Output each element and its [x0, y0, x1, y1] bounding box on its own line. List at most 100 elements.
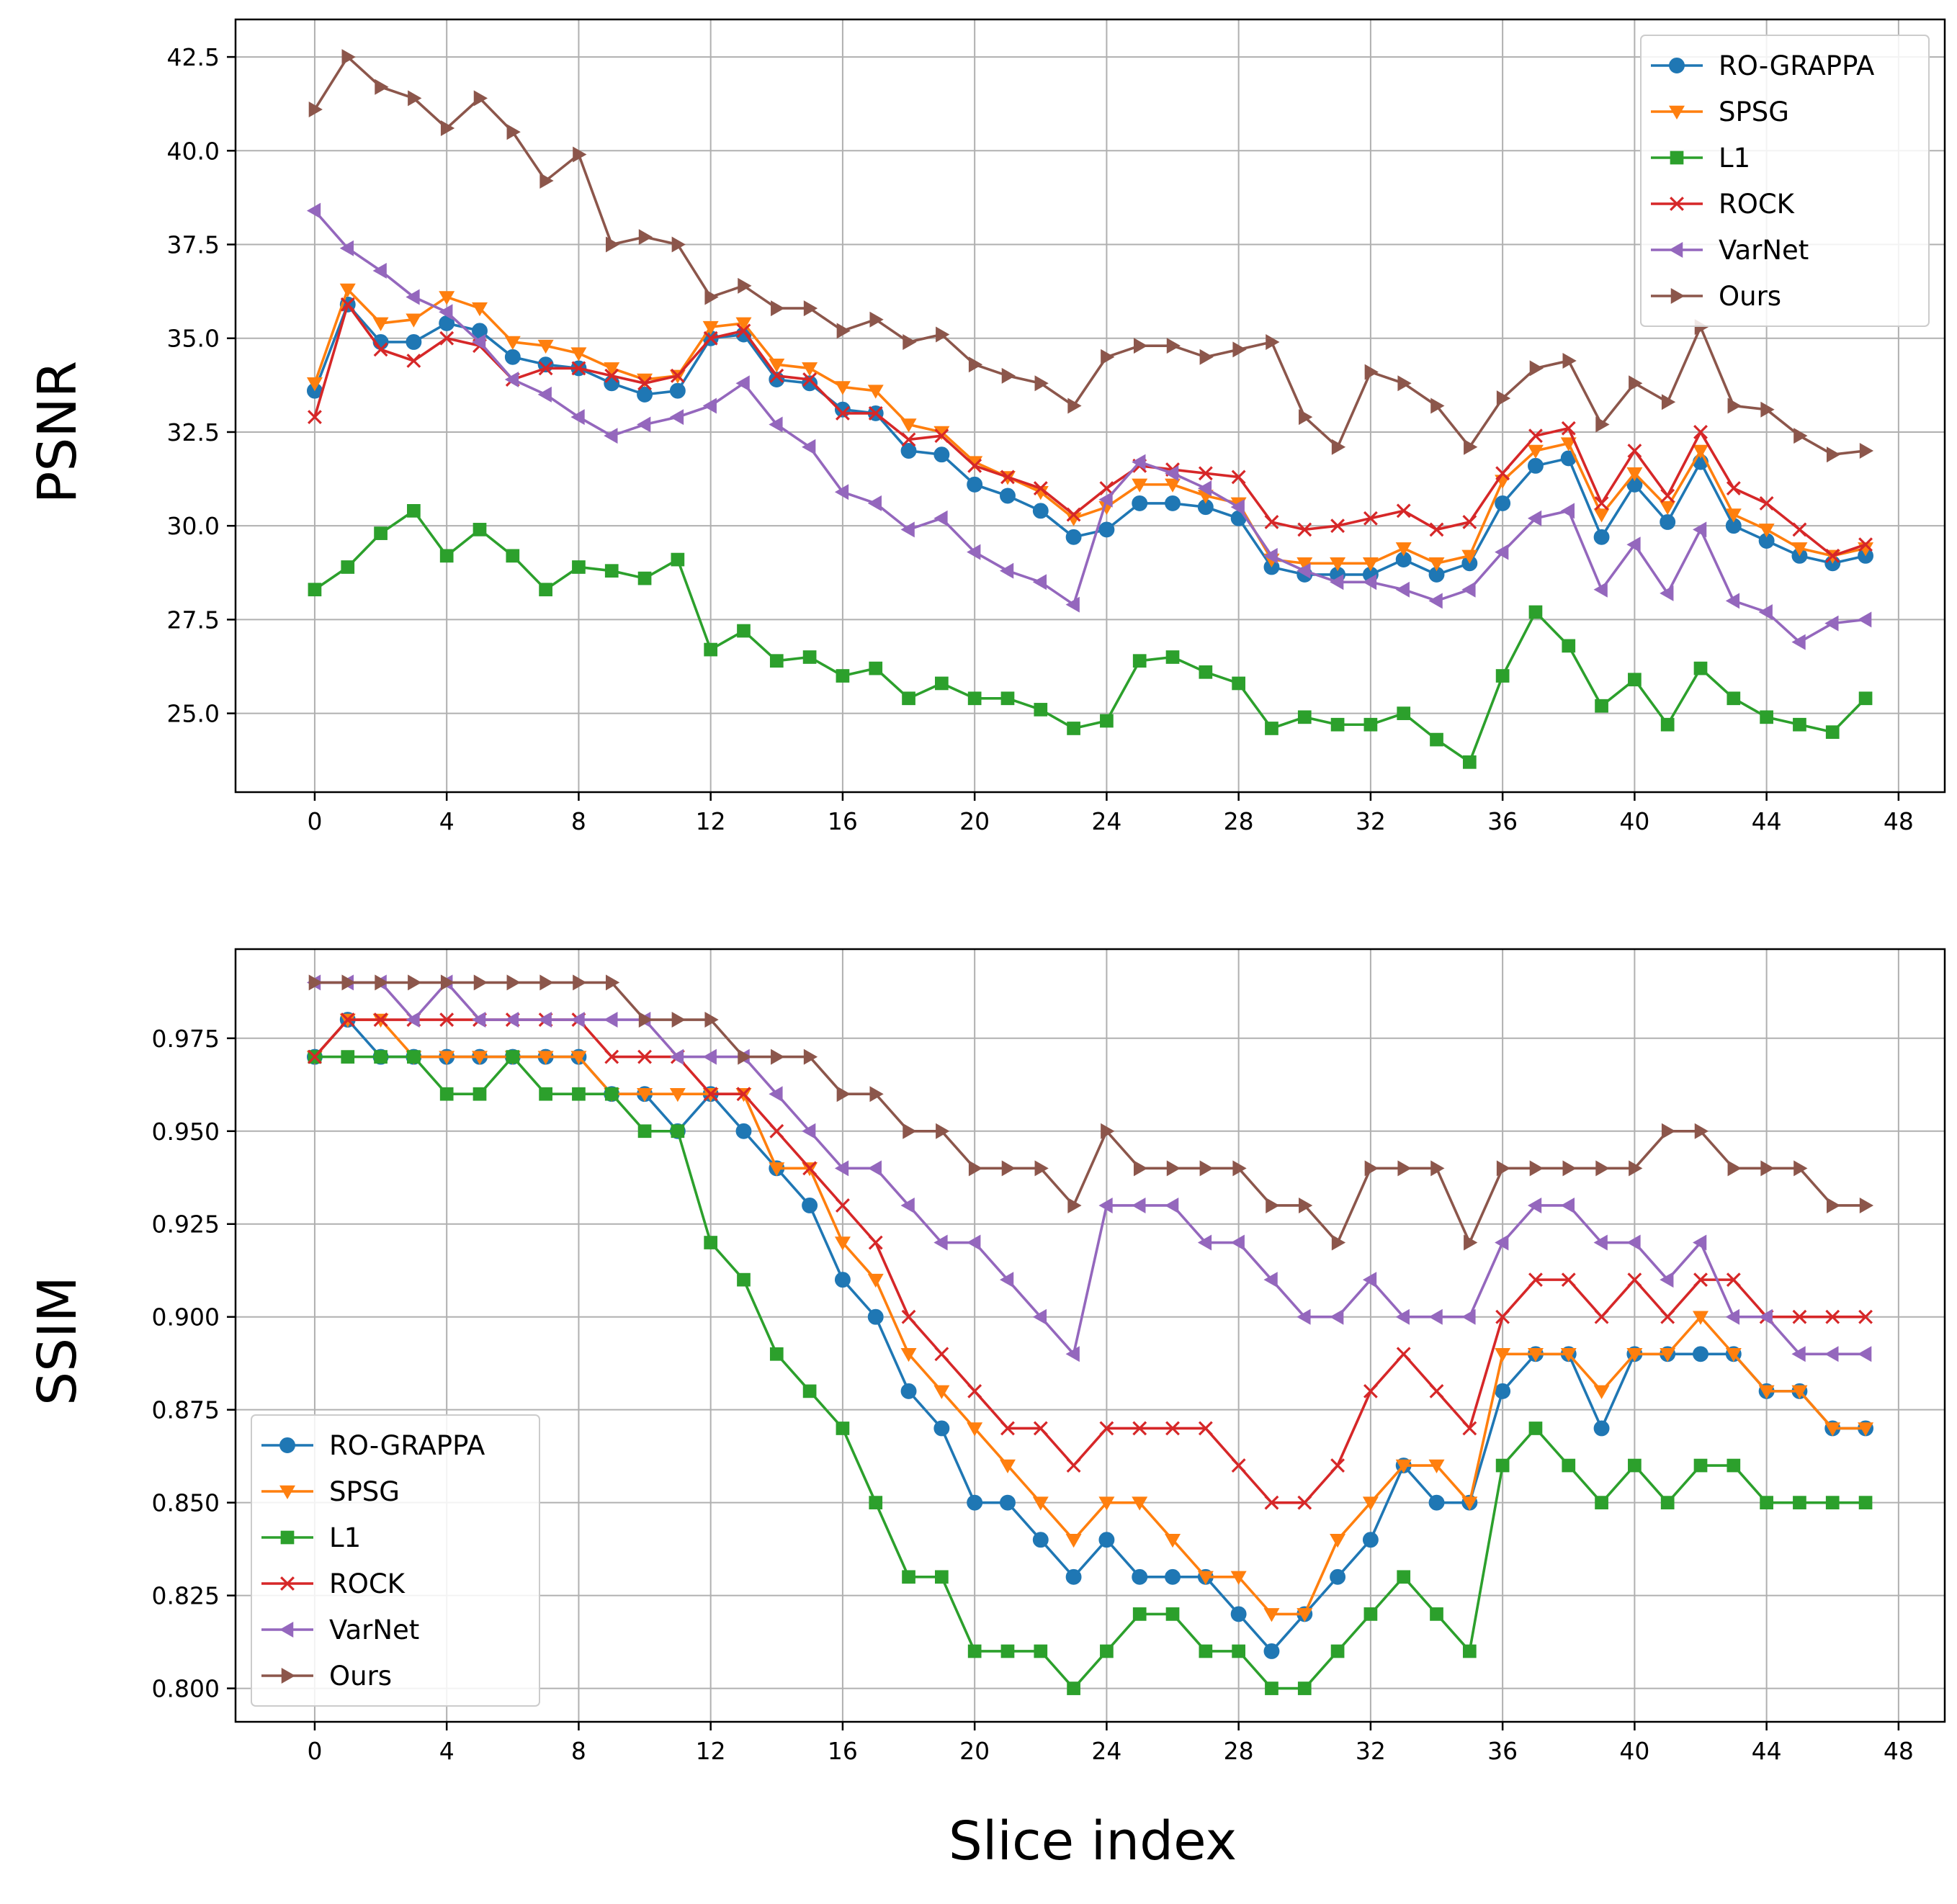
ssim-point-spsg [867, 1273, 884, 1288]
ssim-point-spsg [1065, 1533, 1082, 1548]
psnr-point-rock [670, 368, 685, 383]
psnr-point-spsg [1132, 478, 1148, 493]
psnr-point-l1 [1793, 717, 1806, 732]
psnr-xtick-label: 44 [1752, 807, 1782, 835]
ssim-point-l1 [1727, 1458, 1741, 1473]
ssim-point-l1 [1199, 1644, 1213, 1658]
ssim-point-rock [1132, 1421, 1147, 1436]
psnr-point-l1 [1000, 691, 1015, 706]
ssim-point-l1 [407, 1050, 421, 1064]
ssim-point-rock [604, 1049, 619, 1064]
psnr-legend-box [1640, 35, 1930, 327]
ssim-point-spsg [1330, 1533, 1346, 1548]
ssim-point-rock [736, 1087, 751, 1102]
psnr-point-rock [1297, 522, 1312, 537]
ssim-point-varnet [1197, 1234, 1212, 1251]
ssim-point-l1 [1034, 1644, 1048, 1658]
psnr-point-ro-grappa [933, 446, 950, 463]
ssim-point-rock [802, 1161, 818, 1176]
ssim-point-rock [1594, 1309, 1609, 1324]
psnr-point-ro-grappa [1495, 495, 1511, 511]
psnr-point-varnet [339, 240, 354, 256]
ssim-point-varnet [1263, 1272, 1278, 1288]
ssim-point-ours [375, 974, 389, 991]
psnr-point-ours [1793, 428, 1808, 444]
ssim-point-ours [1133, 1160, 1148, 1177]
psnr-point-spsg [1527, 444, 1544, 459]
ssim-point-l1 [1462, 1644, 1477, 1658]
psnr-point-spsg [834, 381, 851, 395]
ssim-point-spsg [1165, 1533, 1181, 1548]
psnr-point-rock [1231, 470, 1246, 485]
ssim-point-ours [440, 974, 455, 991]
ssim-point-varnet [802, 1123, 816, 1139]
psnr-point-l1 [341, 560, 355, 574]
psnr-point-varnet [1560, 503, 1575, 519]
ssim-point-l1 [1562, 1458, 1576, 1473]
psnr-ytick-label: 40.0 [167, 137, 220, 165]
ssim-point-spsg [472, 1051, 488, 1065]
ssim-point-ours [473, 974, 488, 991]
ssim-point-rock [703, 1087, 718, 1102]
psnr-legend-label-rock: ROCK [1719, 189, 1796, 220]
ssim-axes-frame [234, 948, 1946, 1723]
psnr-point-varnet [570, 409, 585, 426]
ssim-point-rock [967, 1383, 982, 1398]
psnr-point-l1 [1693, 661, 1708, 675]
psnr-point-ours [1496, 390, 1511, 407]
psnr-point-ro-grappa [669, 382, 686, 399]
ssim-point-spsg [1858, 1422, 1874, 1437]
ssim-point-spsg [999, 1459, 1016, 1474]
psnr-point-varnet [1626, 536, 1641, 553]
psnr-ytick-label: 42.5 [167, 43, 220, 71]
ssim-point-varnet [1330, 1308, 1344, 1325]
ssim-point-ours [1629, 1160, 1643, 1177]
psnr-point-l1 [935, 676, 949, 691]
psnr-point-varnet [1758, 603, 1773, 620]
ssim-point-spsg [1098, 1496, 1115, 1511]
ssim-panel: SSIM 0 4 8 12 16 20 24 28 32 36 40 44 480.8000.8250.… [27, 948, 1946, 1765]
psnr-point-l1 [1330, 717, 1345, 732]
psnr-point-spsg [1461, 549, 1478, 564]
psnr-point-varnet [999, 562, 1014, 579]
psnr-point-ours [738, 277, 752, 294]
psnr-point-ours [968, 356, 983, 373]
ssim-point-varnet [1758, 1308, 1773, 1325]
psnr-point-varnet [1230, 499, 1245, 516]
ssim-ytick-label: 0.875 [152, 1396, 220, 1424]
ssim-point-varnet [1593, 1234, 1608, 1251]
ssim-point-ours [1826, 1197, 1841, 1213]
psnr-point-spsg [339, 283, 356, 298]
ssim-legend: RO-GRAPPA SPSG L1 ROCK VarNet Ours [251, 1414, 540, 1707]
ssim-legend-label-ours: Ours [329, 1661, 392, 1692]
ssim-point-l1 [769, 1347, 784, 1361]
ssim-point-l1 [1430, 1607, 1443, 1621]
psnr-point-l1 [1132, 654, 1147, 668]
psnr-axis-label: PSNR [27, 361, 89, 503]
psnr-ytick-label: 32.5 [167, 418, 220, 446]
ssim-point-l1 [539, 1087, 552, 1101]
psnr-point-varnet [1725, 593, 1740, 609]
ssim-point-l1 [1165, 1607, 1180, 1621]
ssim-point-rock [637, 1049, 652, 1064]
psnr-point-ours [1266, 333, 1280, 350]
ssim-xtick-label: 16 [828, 1737, 858, 1765]
ssim-point-l1 [737, 1272, 751, 1287]
psnr-point-varnet [1098, 491, 1113, 508]
psnr-point-l1 [1595, 699, 1608, 713]
psnr-point-l1 [1297, 710, 1312, 724]
ssim-point-varnet [537, 1012, 552, 1028]
psnr-point-rock [703, 331, 718, 346]
ssim-point-spsg [1428, 1459, 1445, 1474]
psnr-point-rock [571, 361, 586, 376]
ssim-point-ro-grappa [1165, 1568, 1181, 1585]
psnr-point-varnet [372, 262, 387, 279]
ssim-point-ours [1397, 1160, 1412, 1177]
psnr-point-l1 [407, 503, 421, 518]
psnr-point-ours [1661, 394, 1676, 410]
psnr-point-rock [1330, 518, 1345, 534]
ssim-xtick-label: 40 [1619, 1737, 1649, 1765]
psnr-point-spsg [1660, 500, 1676, 516]
ssim-point-ours [1727, 1160, 1742, 1177]
